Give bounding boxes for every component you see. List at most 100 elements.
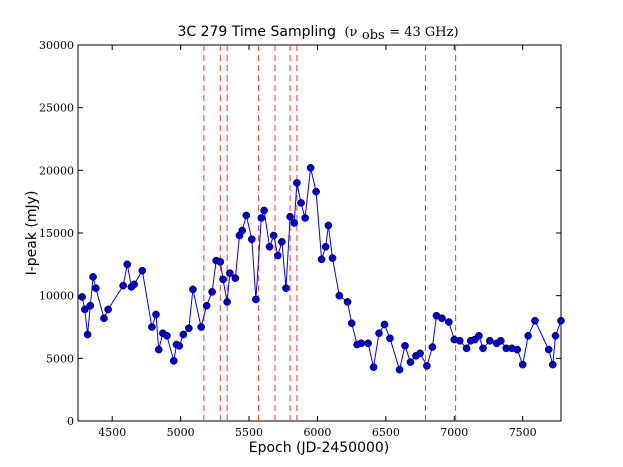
- x-tick-label: 5000: [167, 426, 195, 439]
- data-point: [223, 298, 231, 306]
- data-point: [252, 295, 260, 304]
- data-point: [83, 330, 92, 339]
- data-point: [544, 345, 553, 354]
- data-point: [485, 336, 494, 345]
- data-point: [238, 226, 247, 235]
- data-point: [401, 341, 409, 350]
- data-point: [123, 260, 132, 269]
- data-point: [273, 251, 282, 260]
- data-point: [257, 214, 266, 222]
- y-tick-label: 25000: [39, 102, 74, 115]
- data-point: [260, 206, 268, 215]
- x-tick-label: 6500: [372, 426, 400, 439]
- data-point: [462, 344, 471, 353]
- data-point: [321, 242, 330, 251]
- data-point: [293, 179, 301, 187]
- y-tick-label: 30000: [39, 39, 74, 52]
- data-point: [455, 336, 464, 345]
- y-tick-label: 20000: [39, 164, 74, 177]
- data-point: [386, 334, 394, 343]
- data-point: [89, 273, 97, 281]
- data-point: [152, 310, 160, 319]
- data-point: [138, 266, 147, 275]
- y-tick-label: 0: [67, 415, 74, 428]
- data-point: [282, 284, 290, 292]
- data-point: [416, 349, 424, 358]
- data-point: [438, 314, 446, 323]
- data-point: [475, 331, 483, 340]
- data-point: [78, 293, 86, 301]
- data-point: [347, 319, 356, 328]
- data-point: [375, 329, 383, 338]
- data-point: [343, 298, 352, 306]
- data-point: [265, 242, 274, 251]
- data-point: [301, 214, 309, 222]
- data-point: [428, 343, 437, 351]
- data-point: [364, 339, 372, 348]
- data-point: [406, 358, 415, 366]
- data-point: [247, 235, 256, 244]
- data-point: [226, 269, 234, 277]
- data-point: [297, 199, 305, 207]
- data-point: [219, 275, 227, 284]
- data-point: [216, 257, 225, 266]
- data-point: [242, 211, 251, 220]
- data-point: [80, 305, 89, 314]
- chart-title-nu: (ν: [344, 25, 357, 40]
- chart-title-text: 3C 279 Time Sampling: [177, 24, 336, 40]
- data-point: [357, 339, 366, 348]
- x-tick-label: 6000: [303, 426, 331, 439]
- data-point: [369, 363, 378, 371]
- data-point: [189, 285, 197, 294]
- data-point: [208, 288, 216, 296]
- data-point: [184, 324, 193, 333]
- data-point: [269, 231, 278, 240]
- data-point: [104, 305, 112, 314]
- data-point: [278, 237, 286, 246]
- data-point: [531, 316, 539, 325]
- data-point: [557, 316, 565, 325]
- y-tick-label: 15000: [39, 227, 74, 240]
- data-point: [317, 255, 326, 264]
- data-point: [328, 254, 337, 262]
- data-point: [548, 360, 557, 369]
- chart-title-value: = 43 GHz): [389, 25, 458, 40]
- x-axis-ticks: 4500 5000 5500 6000 6500 7000 7500: [98, 45, 537, 439]
- data-point: [312, 187, 320, 196]
- x-tick-label: 4500: [98, 426, 126, 439]
- data-point: [179, 330, 188, 339]
- data-point: [86, 301, 95, 310]
- data-point: [197, 323, 205, 331]
- data-point: [479, 344, 487, 353]
- data-points: [78, 163, 565, 374]
- data-point: [524, 331, 533, 340]
- data-point: [423, 362, 431, 370]
- data-point: [231, 274, 240, 282]
- y-axis-label: I-peak (mJy): [24, 191, 40, 276]
- x-tick-label: 7000: [440, 426, 468, 439]
- y-tick-label: 5000: [46, 352, 74, 365]
- x-axis-label: Epoch (JD-2450000): [249, 440, 390, 456]
- chart-title-subscript: obs: [362, 28, 385, 43]
- data-point: [324, 221, 333, 230]
- data-point: [496, 336, 505, 345]
- data-point: [91, 284, 100, 292]
- data-point: [335, 291, 344, 300]
- data-point: [119, 281, 128, 290]
- data-point: [444, 318, 453, 326]
- data-point: [513, 345, 522, 354]
- data-point: [518, 360, 527, 369]
- data-point: [380, 320, 389, 329]
- data-point: [551, 331, 560, 340]
- data-point: [154, 345, 163, 354]
- data-point: [202, 301, 211, 310]
- data-point: [130, 280, 138, 289]
- y-tick-label: 10000: [39, 290, 74, 303]
- data-point: [163, 331, 171, 340]
- y-axis-ticks: 0 5000 10000 15000 20000 25000 30000: [39, 39, 561, 428]
- data-point: [395, 365, 404, 374]
- x-tick-label: 7500: [509, 426, 537, 439]
- data-point: [169, 356, 178, 365]
- data-point: [290, 219, 299, 227]
